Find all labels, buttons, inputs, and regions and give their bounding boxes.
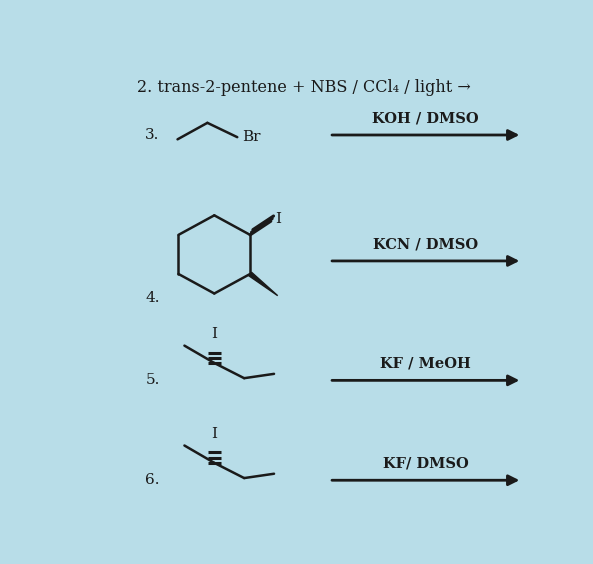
Text: 4.: 4. — [145, 291, 160, 305]
Text: KCN / DMSO: KCN / DMSO — [373, 237, 479, 252]
Text: 5.: 5. — [145, 373, 160, 387]
Text: KF/ DMSO: KF/ DMSO — [383, 457, 468, 471]
Text: I: I — [275, 212, 282, 226]
Text: 3.: 3. — [145, 128, 160, 142]
Polygon shape — [248, 272, 278, 296]
Text: Br: Br — [242, 130, 260, 144]
Text: 2. trans-2-pentene + NBS / CCl₄ / light →: 2. trans-2-pentene + NBS / CCl₄ / light … — [137, 78, 471, 95]
Text: KF / MeOH: KF / MeOH — [380, 357, 471, 371]
Text: 6.: 6. — [145, 473, 160, 487]
Text: KOH / DMSO: KOH / DMSO — [372, 112, 479, 125]
Text: I: I — [211, 327, 217, 341]
Text: I: I — [211, 427, 217, 440]
